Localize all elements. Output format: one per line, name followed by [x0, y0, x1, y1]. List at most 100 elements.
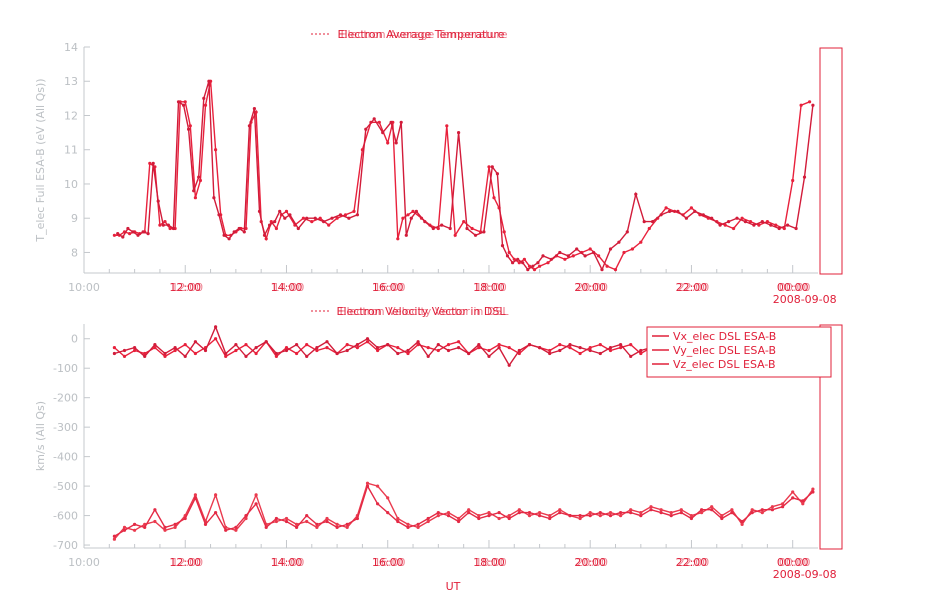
data-point: [355, 516, 359, 521]
chart-title: Electron Average Temperature: [338, 28, 505, 41]
data-point: [136, 233, 140, 237]
data-point: [122, 348, 127, 353]
data-point: [659, 213, 663, 217]
data-point: [151, 161, 155, 165]
data-point: [295, 525, 299, 530]
data-point: [274, 354, 278, 358]
data-point: [254, 346, 258, 350]
data-point: [112, 351, 116, 356]
data-point: [642, 220, 646, 224]
data-point: [274, 351, 278, 356]
data-point: [598, 514, 602, 518]
data-point: [176, 100, 181, 104]
y-axis-label: T_elec Full ESA-B (eV (All Qs)): [34, 78, 47, 242]
data-point: [343, 213, 348, 217]
data-point: [335, 522, 339, 527]
x-tick-label: 16:00: [374, 281, 406, 294]
data-point: [517, 508, 521, 512]
data-point: [700, 508, 704, 512]
data-point: [619, 510, 623, 515]
y-tick-label: -600: [53, 510, 78, 523]
data-point: [801, 502, 805, 506]
data-point: [446, 514, 451, 518]
data-point: [546, 261, 550, 265]
data-point: [507, 363, 511, 367]
y-tick-label: 14: [64, 41, 78, 54]
data-point: [639, 348, 643, 353]
data-point: [112, 346, 116, 350]
data-point: [457, 519, 461, 524]
data-point: [497, 516, 501, 521]
data-point: [364, 127, 368, 131]
data-point: [558, 348, 562, 353]
data-point: [234, 343, 238, 347]
data-point: [399, 120, 403, 124]
y-tick-label: 10: [64, 178, 78, 191]
data-point: [182, 103, 186, 107]
data-point: [689, 516, 694, 521]
data-point: [629, 508, 633, 512]
data-point: [386, 343, 390, 347]
data-point: [639, 351, 643, 356]
data-point: [526, 268, 530, 272]
data-point: [183, 516, 187, 521]
y-tick-label: 8: [71, 246, 78, 259]
data-point: [288, 213, 292, 217]
data-point: [377, 120, 381, 124]
data-point: [426, 516, 430, 521]
x-tick-label: 20:00: [576, 281, 608, 294]
x-tick-label: 14:00: [271, 556, 303, 569]
data-point: [440, 223, 444, 227]
data-point: [532, 268, 537, 272]
data-point: [517, 510, 521, 515]
data-point: [163, 354, 167, 358]
data-point: [634, 192, 638, 196]
data-point: [234, 348, 238, 353]
chart-title: Electron Velocity Vector in DSL: [340, 305, 510, 318]
data-point: [158, 223, 162, 227]
data-point: [505, 254, 510, 258]
data-point: [305, 343, 309, 347]
data-point: [588, 247, 592, 251]
data-point: [500, 244, 505, 248]
y-tick-label: 9: [71, 212, 78, 225]
data-point: [252, 107, 256, 111]
data-point: [274, 516, 278, 521]
data-point: [598, 351, 602, 356]
data-point: [345, 522, 349, 527]
data-point: [608, 514, 613, 518]
data-point: [647, 226, 651, 231]
data-point: [639, 510, 643, 515]
data-point: [639, 240, 643, 244]
data-point: [315, 522, 319, 527]
data-point: [487, 510, 491, 515]
data-point: [212, 196, 216, 200]
chart-title: Electron Velocity Vector in DSL: [337, 305, 507, 318]
data-point: [548, 351, 552, 356]
data-point: [605, 264, 609, 268]
y-tick-label: 11: [64, 144, 78, 157]
data-point: [436, 226, 440, 231]
data-point: [477, 346, 481, 350]
data-point: [244, 514, 248, 518]
data-point: [531, 264, 535, 268]
data-point: [748, 220, 753, 224]
data-point: [730, 510, 734, 515]
data-point: [527, 264, 532, 268]
data-point: [386, 496, 390, 500]
data-point: [376, 502, 380, 506]
data-point: [608, 348, 613, 353]
data-point: [811, 103, 815, 107]
data-point: [517, 348, 521, 353]
data-point: [571, 254, 575, 258]
data-point: [578, 514, 582, 518]
data-point: [436, 510, 440, 515]
data-point: [133, 348, 137, 353]
data-point: [541, 254, 545, 258]
data-point: [345, 348, 349, 353]
y-axis-label: km/s (All Qs): [34, 401, 47, 471]
data-point: [203, 348, 208, 353]
data-point: [193, 496, 197, 500]
data-point: [659, 508, 663, 512]
data-point: [128, 232, 132, 236]
